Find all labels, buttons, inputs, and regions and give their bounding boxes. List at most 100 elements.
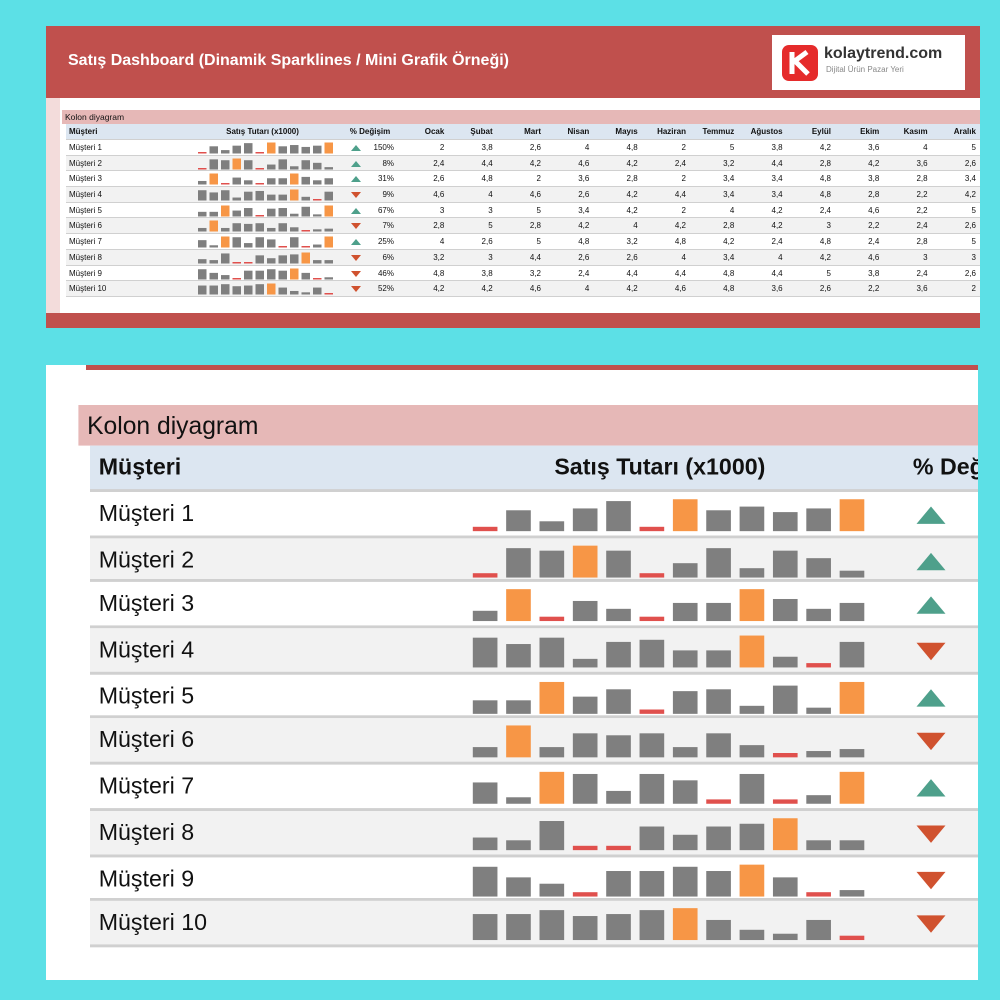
sparkline-bar [267, 268, 276, 279]
section-label: Kolon diyagram [62, 110, 980, 124]
sparkline-bar [639, 639, 665, 668]
change-value: 25% [377, 237, 394, 247]
customer-name: Müşteri 3 [69, 174, 102, 184]
sparkline-bar [839, 642, 865, 668]
month-value: 4,8 [578, 237, 590, 247]
change-value: 46% [377, 268, 394, 278]
sparkline-bar [278, 287, 287, 295]
month-value: 2 [681, 205, 686, 215]
trend-icon [916, 870, 946, 888]
sparkline-bar [198, 152, 207, 154]
sparkline-bar [839, 499, 865, 532]
month-value: 4 [923, 143, 928, 152]
change-cell: 7% [885, 719, 978, 762]
month-value: 3 [971, 252, 976, 262]
sparkline-cell [185, 203, 340, 218]
month-value: 4,6 [868, 205, 880, 215]
sparkline-cell [435, 537, 885, 580]
sparkline [198, 142, 333, 154]
sparkline-bar [278, 255, 287, 264]
change-cell: 31% [885, 583, 978, 626]
sparkline-bar [267, 228, 276, 232]
sparkline-bar [572, 544, 598, 577]
trend-icon [916, 551, 946, 570]
sparkline-bar [301, 177, 310, 185]
month-value: 2,6 [481, 237, 493, 247]
sparkline-bar [232, 286, 241, 295]
down-arrow [916, 870, 946, 888]
sparkline-bar [244, 207, 253, 217]
sparkline-bar [255, 191, 264, 201]
month-value: 3,4 [771, 190, 783, 200]
month-value: 4 [439, 237, 445, 247]
sparkline-bar [313, 145, 322, 154]
sparkline-bar [706, 510, 731, 532]
sparkline-cell [435, 583, 885, 626]
month-value: 4,8 [626, 143, 638, 152]
sparkline-bar [221, 228, 230, 232]
month-value: 4,4 [771, 158, 783, 168]
sparkline-bar [313, 199, 322, 201]
sparkline-bar [232, 223, 241, 232]
sparkline-bar [290, 173, 299, 185]
sparkline-bar [244, 159, 253, 170]
month-value: 2,6 [964, 221, 976, 231]
month-value: 2,2 [868, 221, 880, 231]
sparkline-bar [772, 600, 798, 623]
month-value: 5 [729, 143, 735, 152]
sparkline-bar [255, 214, 264, 217]
up-arrow [916, 551, 946, 570]
sparkline-bar [278, 270, 287, 279]
sparkline-bar [301, 292, 310, 295]
sparkline-bar [290, 237, 299, 248]
sparkline-bar [806, 663, 831, 668]
change-value: 150% [373, 143, 394, 152]
sparkline-bar [209, 211, 218, 217]
month-value: 4,4 [771, 268, 783, 278]
month-value: 3,6 [916, 284, 928, 294]
sparkline-bar [267, 239, 276, 248]
up-arrow [916, 597, 946, 615]
sparkline-bar [672, 604, 698, 623]
month-value: 4 [633, 221, 638, 231]
month-value: 3 [923, 252, 928, 262]
change-cell: 8% [340, 156, 400, 171]
sparkline-bar [572, 659, 598, 668]
sparkline-bar [301, 252, 310, 264]
sparkline-bar [278, 223, 287, 232]
sparkline-bar [209, 173, 218, 185]
sparkline-bar [313, 162, 322, 170]
month-value: 3,8 [868, 174, 880, 184]
month-value: 4,8 [674, 237, 686, 247]
sparkline-bar [506, 797, 531, 805]
month-value: 4,2 [771, 205, 783, 215]
change-cell: 25% [340, 234, 400, 249]
up-arrow [351, 207, 361, 214]
month-value: 5 [536, 237, 541, 247]
sparkline-bar [221, 159, 230, 170]
sparkline-bar [772, 799, 798, 805]
month-header: Ocak [424, 127, 445, 136]
change-cell: 6% [340, 250, 400, 265]
month-value: 3 [826, 221, 831, 231]
sparkline-bar [301, 206, 310, 217]
month-header: Şubat [470, 127, 493, 136]
sparkline-bar [706, 650, 731, 668]
sparkline-bar [706, 688, 731, 714]
month-value: 2,4 [674, 158, 686, 168]
sparkline-cell [435, 719, 885, 762]
sparkline-bar [313, 277, 322, 279]
sparkline-bar [739, 746, 765, 759]
sparkline-cell [185, 156, 340, 171]
sparkline-bar [506, 839, 531, 850]
sparkline-bar [706, 825, 731, 850]
month-value: 3,6 [771, 284, 783, 294]
table-row: Müşteri 28%2,44,44,24,64,22,43,24,42,84,… [90, 537, 978, 583]
sparkline-bar [672, 562, 698, 577]
sparkline-bar [606, 845, 631, 850]
sparkline-bar [539, 617, 565, 623]
